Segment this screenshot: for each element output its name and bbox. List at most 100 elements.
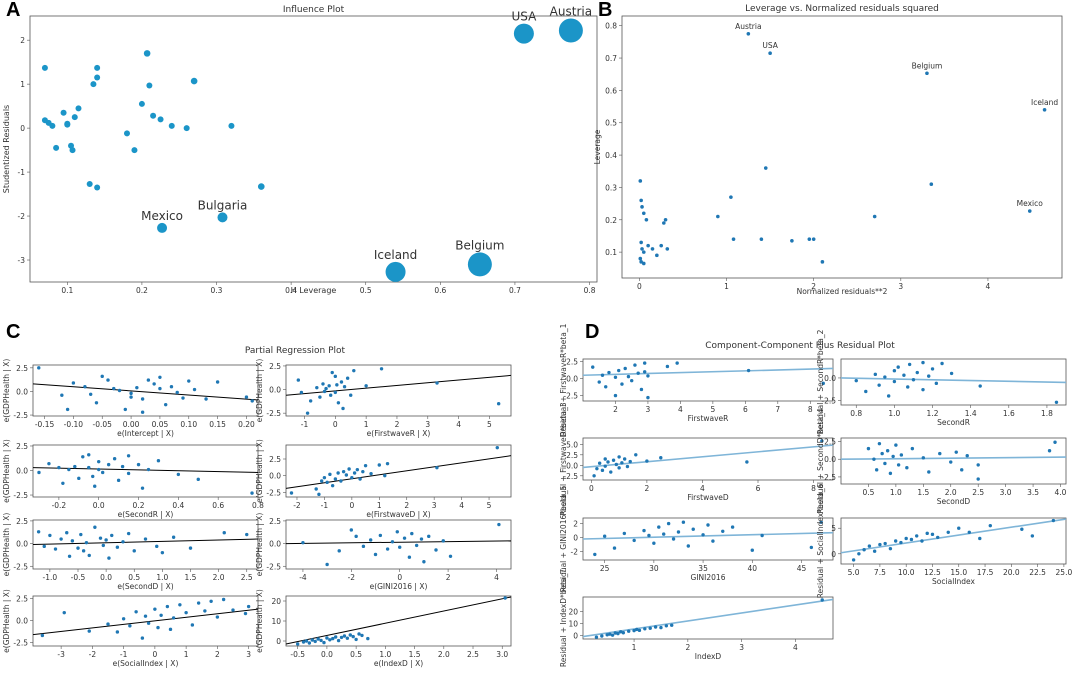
influence-point bbox=[94, 64, 101, 71]
panel-b-xtick-label: 3 bbox=[898, 282, 903, 291]
influence-point bbox=[168, 122, 175, 129]
panel-d-sub-xtick-label: 15.0 bbox=[950, 568, 967, 577]
ccpr-point bbox=[625, 464, 630, 469]
partial-regression-point bbox=[360, 633, 364, 638]
panel-d-sub-ylabel: Residual + GINI2016*beta_5 bbox=[559, 485, 568, 592]
partial-regression-point bbox=[328, 638, 332, 642]
leverage-point bbox=[638, 256, 643, 261]
ccpr-point bbox=[904, 536, 908, 541]
leverage-point bbox=[759, 237, 764, 241]
panel-c-sub-ytick-label: -2.5 bbox=[13, 638, 28, 647]
ccpr-point bbox=[905, 466, 909, 470]
ccpr-point bbox=[639, 387, 644, 392]
partial-regression-point bbox=[441, 539, 445, 543]
panel-c-sub-xlabel: e(SecondD | X) bbox=[117, 582, 173, 591]
influence-point bbox=[131, 147, 138, 154]
ccpr-point bbox=[893, 539, 898, 543]
partial-regression-point bbox=[373, 552, 378, 557]
partial-regression-point bbox=[91, 474, 95, 479]
panel-letter-b: B bbox=[598, 0, 612, 21]
panel-c-sub-xtick-label: 5 bbox=[487, 420, 492, 429]
panel-d-sub-xtick-label: 25 bbox=[600, 564, 610, 573]
panel-c-title: Partial Regression Plot bbox=[245, 346, 346, 356]
ccpr-point bbox=[940, 361, 944, 366]
ccpr-point bbox=[632, 538, 636, 543]
panel-a-ytick-label: 2 bbox=[20, 36, 25, 45]
ccpr-point bbox=[896, 463, 901, 467]
partial-regression-point bbox=[70, 539, 75, 543]
ccpr-point bbox=[642, 370, 647, 374]
panel-d-sub-ytick-label: -2.5 bbox=[563, 392, 578, 401]
leverage-point bbox=[641, 261, 646, 266]
partial-regression-point bbox=[71, 381, 76, 385]
influence-point bbox=[64, 121, 71, 128]
influence-point bbox=[257, 183, 265, 190]
partial-regression-point bbox=[325, 636, 329, 640]
panel-d-sub-xtick-label: 5.0 bbox=[848, 568, 860, 577]
partial-regression-point bbox=[231, 608, 235, 612]
panel-b-ytick-label: 0.7 bbox=[605, 54, 617, 63]
partial-regression-point bbox=[37, 470, 41, 475]
ccpr-fit-line bbox=[582, 444, 834, 469]
partial-regression-point bbox=[187, 379, 191, 383]
partial-regression-point bbox=[42, 544, 46, 549]
panel-d-sub-xtick-label: 1.0 bbox=[888, 409, 900, 418]
partial-regression-point bbox=[107, 556, 111, 560]
panel-c-sub-xtick-label: -0.10 bbox=[64, 420, 84, 429]
influence-point bbox=[94, 184, 101, 191]
partial-regression-point bbox=[152, 382, 156, 386]
partial-regression-point bbox=[163, 402, 168, 407]
influence-point bbox=[190, 77, 198, 85]
partial-regression-point bbox=[65, 531, 69, 535]
leverage-point bbox=[644, 217, 649, 222]
panel-d-sub-ytick-label: 10 bbox=[568, 619, 578, 628]
leverage-point bbox=[872, 214, 877, 219]
partial-regression-point bbox=[146, 467, 151, 472]
ccpr-point bbox=[921, 456, 926, 460]
partial-regression-point bbox=[97, 459, 101, 464]
panel-c-sub-ytick-label: 0.0 bbox=[269, 472, 281, 481]
ccpr-point bbox=[647, 533, 651, 538]
ccpr-point bbox=[1020, 527, 1024, 531]
panel-b-title: Leverage vs. Normalized residuals square… bbox=[745, 4, 939, 14]
partial-regression-point bbox=[496, 402, 501, 406]
ccpr-point bbox=[610, 633, 615, 637]
partial-regression-point bbox=[156, 458, 161, 463]
leverage-point bbox=[655, 253, 659, 258]
panel-d-sub-xtick-label: 12.5 bbox=[924, 568, 941, 577]
panel-c-sub-xtick-label: 4 bbox=[459, 501, 464, 510]
panel-letter-d: D bbox=[585, 321, 599, 343]
panel-c-sub-xtick-label: 2.0 bbox=[213, 573, 225, 582]
influence-point-labeled bbox=[558, 18, 583, 43]
panel-d-sub-xtick-label: 8 bbox=[811, 484, 816, 493]
ccpr-point bbox=[872, 457, 876, 461]
panel-d-sub-ylabel: Residual + SecondR*beta_2 bbox=[816, 329, 825, 434]
partial-regression-point bbox=[385, 547, 390, 551]
ccpr-point bbox=[946, 530, 950, 535]
partial-regression-point bbox=[67, 467, 71, 472]
panel-c-sub-xtick-label: 2.5 bbox=[241, 573, 253, 582]
ccpr-point bbox=[623, 366, 627, 371]
panel-c-sub-xtick-label: -0.5 bbox=[71, 573, 86, 582]
ccpr-point bbox=[613, 393, 618, 398]
partial-regression-point bbox=[310, 638, 314, 642]
panel-b-ytick-label: 0.1 bbox=[605, 248, 617, 257]
panel-letter-a: A bbox=[6, 0, 20, 21]
partial-regression-point bbox=[336, 638, 341, 643]
ccpr-point bbox=[883, 541, 887, 546]
ccpr-point bbox=[809, 545, 814, 550]
ccpr-point bbox=[592, 474, 596, 478]
partial-regression-point bbox=[422, 560, 426, 564]
ccpr-point bbox=[626, 629, 631, 633]
ccpr-point bbox=[976, 477, 980, 481]
panel-c-sub-ytick-label: -2.5 bbox=[266, 562, 281, 571]
partial-regression-point bbox=[364, 384, 368, 388]
ccpr-point bbox=[632, 628, 636, 633]
partial-regression-point bbox=[305, 411, 310, 415]
panel-c-sub-xtick-label: -2 bbox=[348, 573, 356, 582]
panel-a-xtick-label: 0.3 bbox=[211, 286, 223, 295]
partial-regression-point bbox=[101, 543, 106, 548]
ccpr-point bbox=[819, 520, 823, 524]
panel-c-sub-ylabel: e(GDPHealth | X) bbox=[255, 589, 264, 653]
partial-regression-point bbox=[363, 463, 368, 468]
